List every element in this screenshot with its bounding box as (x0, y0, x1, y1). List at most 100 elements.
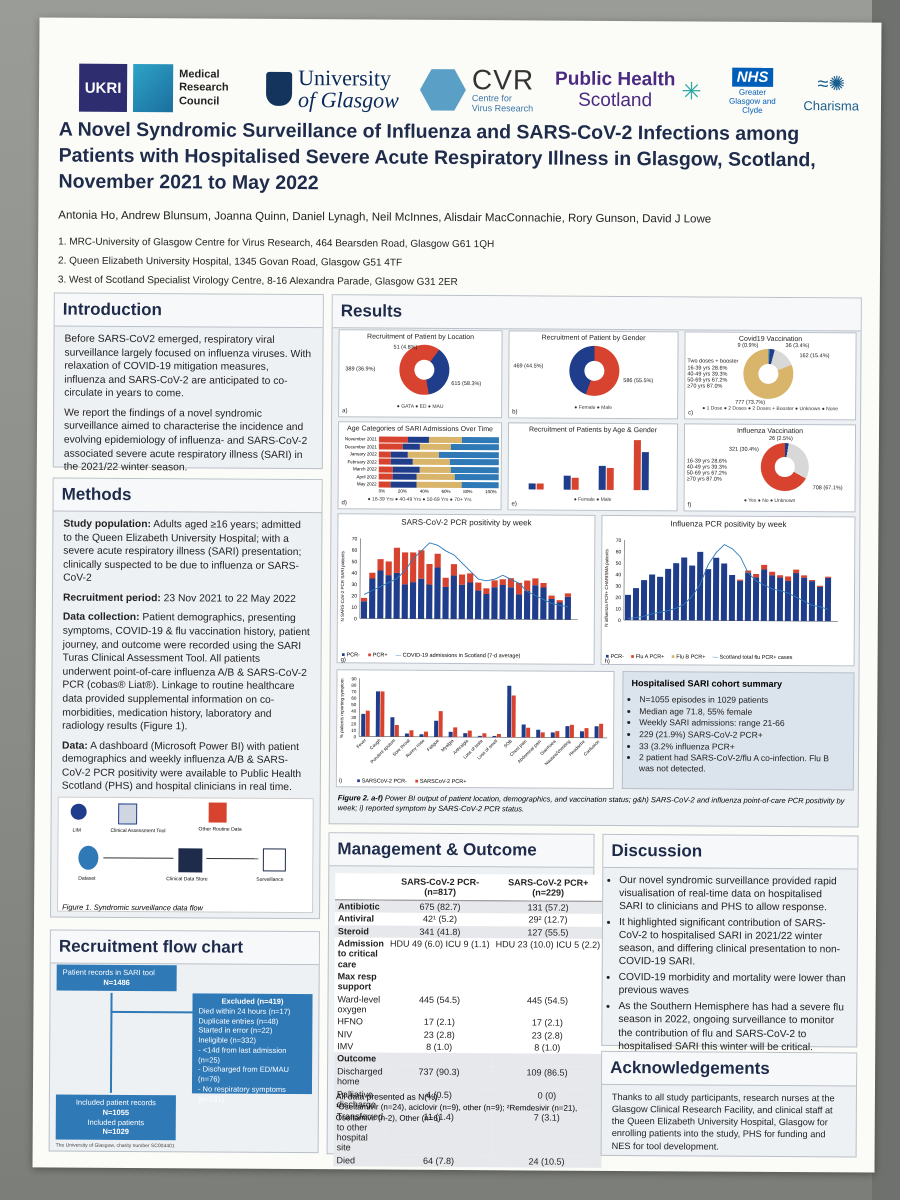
charisma-logo: ≈✺ Charisma (803, 71, 859, 113)
authors: Antonia Ho, Andrew Blunsum, Joanna Quinn… (58, 209, 712, 226)
bar-0 (696, 551, 704, 621)
category-label: SOB (503, 738, 513, 748)
chart-age-gender: Recruitment of Patients by Age & Gender … (507, 422, 679, 512)
symptom-bar (375, 691, 380, 737)
y-tick: 90 (351, 676, 357, 681)
symptom-bar (438, 711, 443, 737)
bar-1 (483, 588, 490, 595)
node-store: Clinical Data Store (166, 876, 208, 882)
affiliation-3: 3. West of Scotland Specialist Virology … (57, 274, 458, 288)
affiliations: 1. MRC-University of Glasgow Centre for … (58, 233, 494, 293)
donut-label: 615 (58.3%) (451, 380, 482, 388)
included-count-1: N=1055 (102, 1107, 130, 1117)
y-tick: 10 (351, 605, 357, 611)
acknowledgements-heading: Acknowledgements (602, 1051, 857, 1087)
legend-item: ■ Flu B PCR+ (671, 654, 706, 661)
population-label: Study population: (63, 518, 151, 531)
bar-segment (390, 451, 408, 458)
bar-0 (385, 575, 392, 619)
row-value: 131 (57.2) (492, 900, 604, 915)
stacked-bar (378, 458, 499, 466)
bar-segment (407, 451, 439, 458)
bar-1 (515, 582, 523, 595)
symptom-bar (423, 731, 429, 737)
bar (641, 452, 649, 491)
chart-f-title: Influenza Vaccination (736, 427, 804, 436)
legend-item: — Scotland total flu PCR+ cases (712, 654, 793, 662)
d-tick: 80% (463, 489, 473, 495)
symptom-bar (565, 726, 570, 738)
bar (606, 467, 614, 490)
lim-icon (70, 803, 87, 820)
nhs-badge: NHS (731, 67, 774, 88)
category-label: Fatigue (426, 738, 441, 752)
row-value: HDU 23 (10.0) ICU 5 (2.2) (495, 939, 601, 950)
chart-d-title: Age Categories of SARI Admissions Over T… (347, 425, 493, 434)
row-value: 737 (90.3) (386, 1065, 492, 1089)
figure-1-caption: Figure 1. Syndromic surveillance data fl… (62, 902, 204, 913)
period-label: Recruitment period: (62, 592, 161, 605)
symptom-bar (419, 734, 424, 737)
bar-segment (461, 436, 499, 443)
introduction-panel: Introduction Before SARS-CoV2 emerged, r… (52, 292, 324, 474)
uog-crest-icon (265, 71, 293, 106)
legend-text: PCR- (346, 652, 360, 659)
symptom-bar (453, 727, 458, 738)
row-value: 64 (7.8) (385, 1154, 492, 1168)
bar-segment (461, 481, 499, 488)
bar-0 (824, 577, 832, 622)
symptom-bar (467, 730, 472, 738)
symptom-bar (404, 733, 409, 737)
bar-0 (688, 565, 696, 621)
methods-collection: Data collection: Patient demographics, p… (62, 611, 311, 735)
y-tick: 30 (615, 584, 621, 590)
row-value: 17 (2.1) (531, 1017, 563, 1029)
bar-0 (377, 570, 384, 619)
bar-segment (429, 436, 462, 443)
d-axis: 0% 20% 40% 60% 80% 100% (379, 489, 497, 495)
y-tick: 40 (351, 709, 357, 714)
symptom-bar (511, 695, 516, 738)
bar-0 (466, 582, 474, 620)
bar-0 (450, 575, 457, 619)
bar-1 (360, 597, 368, 602)
bar-0 (491, 587, 498, 620)
y-tick: 50 (352, 559, 358, 565)
legend-text: PCR- (610, 653, 624, 661)
sars-pcr-chart: 0 10 20 30 40 50 60 70 N SARS-CoV-2 PCR SARI pat… (340, 536, 578, 622)
stacked-bar (378, 436, 499, 443)
ukri-badge: UKRI (78, 63, 128, 112)
bar-1 (532, 578, 539, 586)
legend-item: ■ Flu A PCR+ (630, 654, 665, 661)
summary-item: Weekly SARI admissions: range 21-66 (639, 717, 843, 729)
other-data-icon (208, 802, 227, 823)
y-tick: 0 (354, 616, 357, 622)
donut-label: 9 (0.9%) (737, 342, 759, 349)
bar-0 (360, 601, 368, 619)
flow-heading: Recruitment flow chart (50, 930, 319, 966)
symptom-bar (448, 731, 453, 737)
bar-0 (736, 580, 744, 621)
chart-f-legend: ● Yes ● No ● Unknown (743, 497, 796, 505)
phs-star-icon: ✳ (681, 77, 702, 105)
bar-0 (556, 602, 563, 620)
stacked-bar (378, 481, 499, 488)
node-surveillance: Surveillance (256, 877, 283, 883)
bar-1 (745, 570, 752, 573)
bar-segment (417, 473, 455, 480)
row-label: Steroid (334, 924, 388, 938)
symptom-bar (550, 732, 555, 738)
discussion-item: As the Southern Hemisphere has had a sev… (618, 1000, 846, 1054)
chart-sars-pcr-weekly: SARS-CoV-2 PCR positivity by week 0 10 20 3… (336, 513, 596, 665)
bar-0 (523, 590, 531, 620)
tag-h: h) (604, 658, 610, 665)
y-tick: 50 (351, 702, 357, 707)
bar-segment (378, 481, 391, 488)
bar-segment (393, 473, 418, 480)
table-notes: All data presented as N(%). ¹Oseltamivir… (336, 1091, 586, 1126)
row-label: Antibiotic (335, 899, 388, 913)
row-value (492, 971, 603, 994)
bar-0 (426, 584, 433, 619)
row-value (387, 971, 493, 994)
chart-age-over-time: Age Categories of SARI Admissions Over T… (337, 421, 503, 511)
